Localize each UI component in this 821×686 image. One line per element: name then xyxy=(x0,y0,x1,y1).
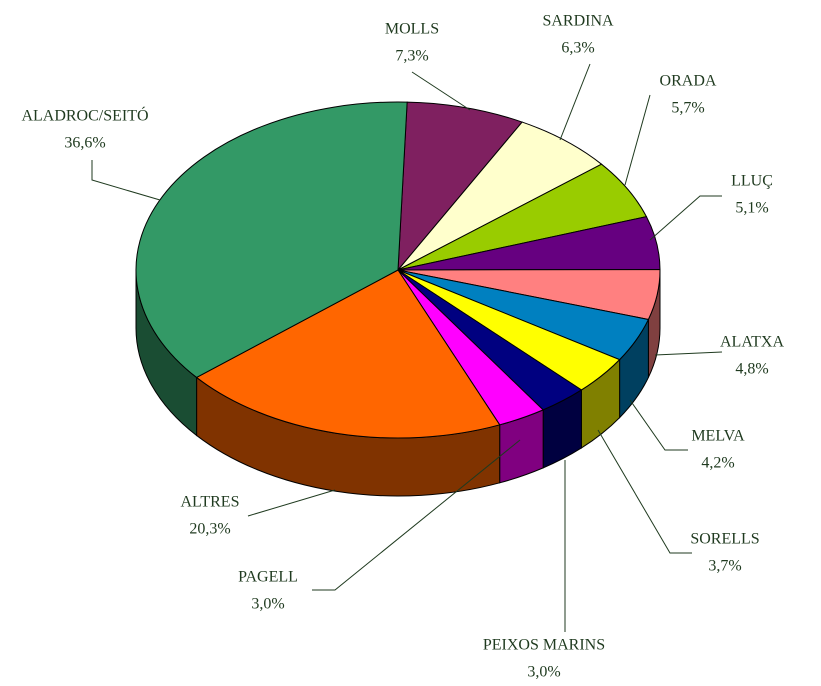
slice-value-label: 20,3% xyxy=(189,521,230,538)
slice-label: ALADROC/SEITÓ xyxy=(21,106,148,125)
slice-label: MELVA xyxy=(691,428,745,445)
slice-value-label: 7,3% xyxy=(395,48,428,65)
slice-value-label: 3,7% xyxy=(708,558,741,575)
leader-line xyxy=(654,351,723,356)
slice-label: PEIXOS MARINS xyxy=(483,637,605,654)
slice-value-label: 5,7% xyxy=(671,100,704,117)
slice-label: ALTRES xyxy=(181,494,240,511)
leader-line xyxy=(597,429,692,554)
leader-line xyxy=(312,439,521,591)
slice-label: PAGELL xyxy=(238,569,298,586)
leader-line xyxy=(411,71,471,111)
slice-value-label: 4,2% xyxy=(701,455,734,472)
leader-line xyxy=(559,63,591,141)
pie-slice xyxy=(135,101,408,379)
slice-value-label: 6,3% xyxy=(561,40,594,57)
leader-line xyxy=(91,160,161,201)
leader-line xyxy=(247,489,336,517)
slice-label: ORADA xyxy=(660,73,717,90)
leader-line xyxy=(624,94,651,186)
slice-value-label: 5,1% xyxy=(735,200,768,217)
slice-label: SARDINA xyxy=(542,13,614,30)
slice-value-label: 3,0% xyxy=(251,596,284,613)
slice-value-label: 36,6% xyxy=(64,135,105,152)
slice-value-label: 3,0% xyxy=(527,664,560,681)
slice-label: SORELLS xyxy=(690,531,759,548)
leader-line xyxy=(649,195,722,241)
pie-slice xyxy=(195,269,501,439)
slice-value-label: 4,8% xyxy=(735,361,768,378)
leader-line xyxy=(629,399,688,451)
slice-label: MOLLS xyxy=(385,21,439,38)
slice-label: LLUÇ xyxy=(731,173,773,190)
slice-label: ALATXA xyxy=(720,334,784,351)
